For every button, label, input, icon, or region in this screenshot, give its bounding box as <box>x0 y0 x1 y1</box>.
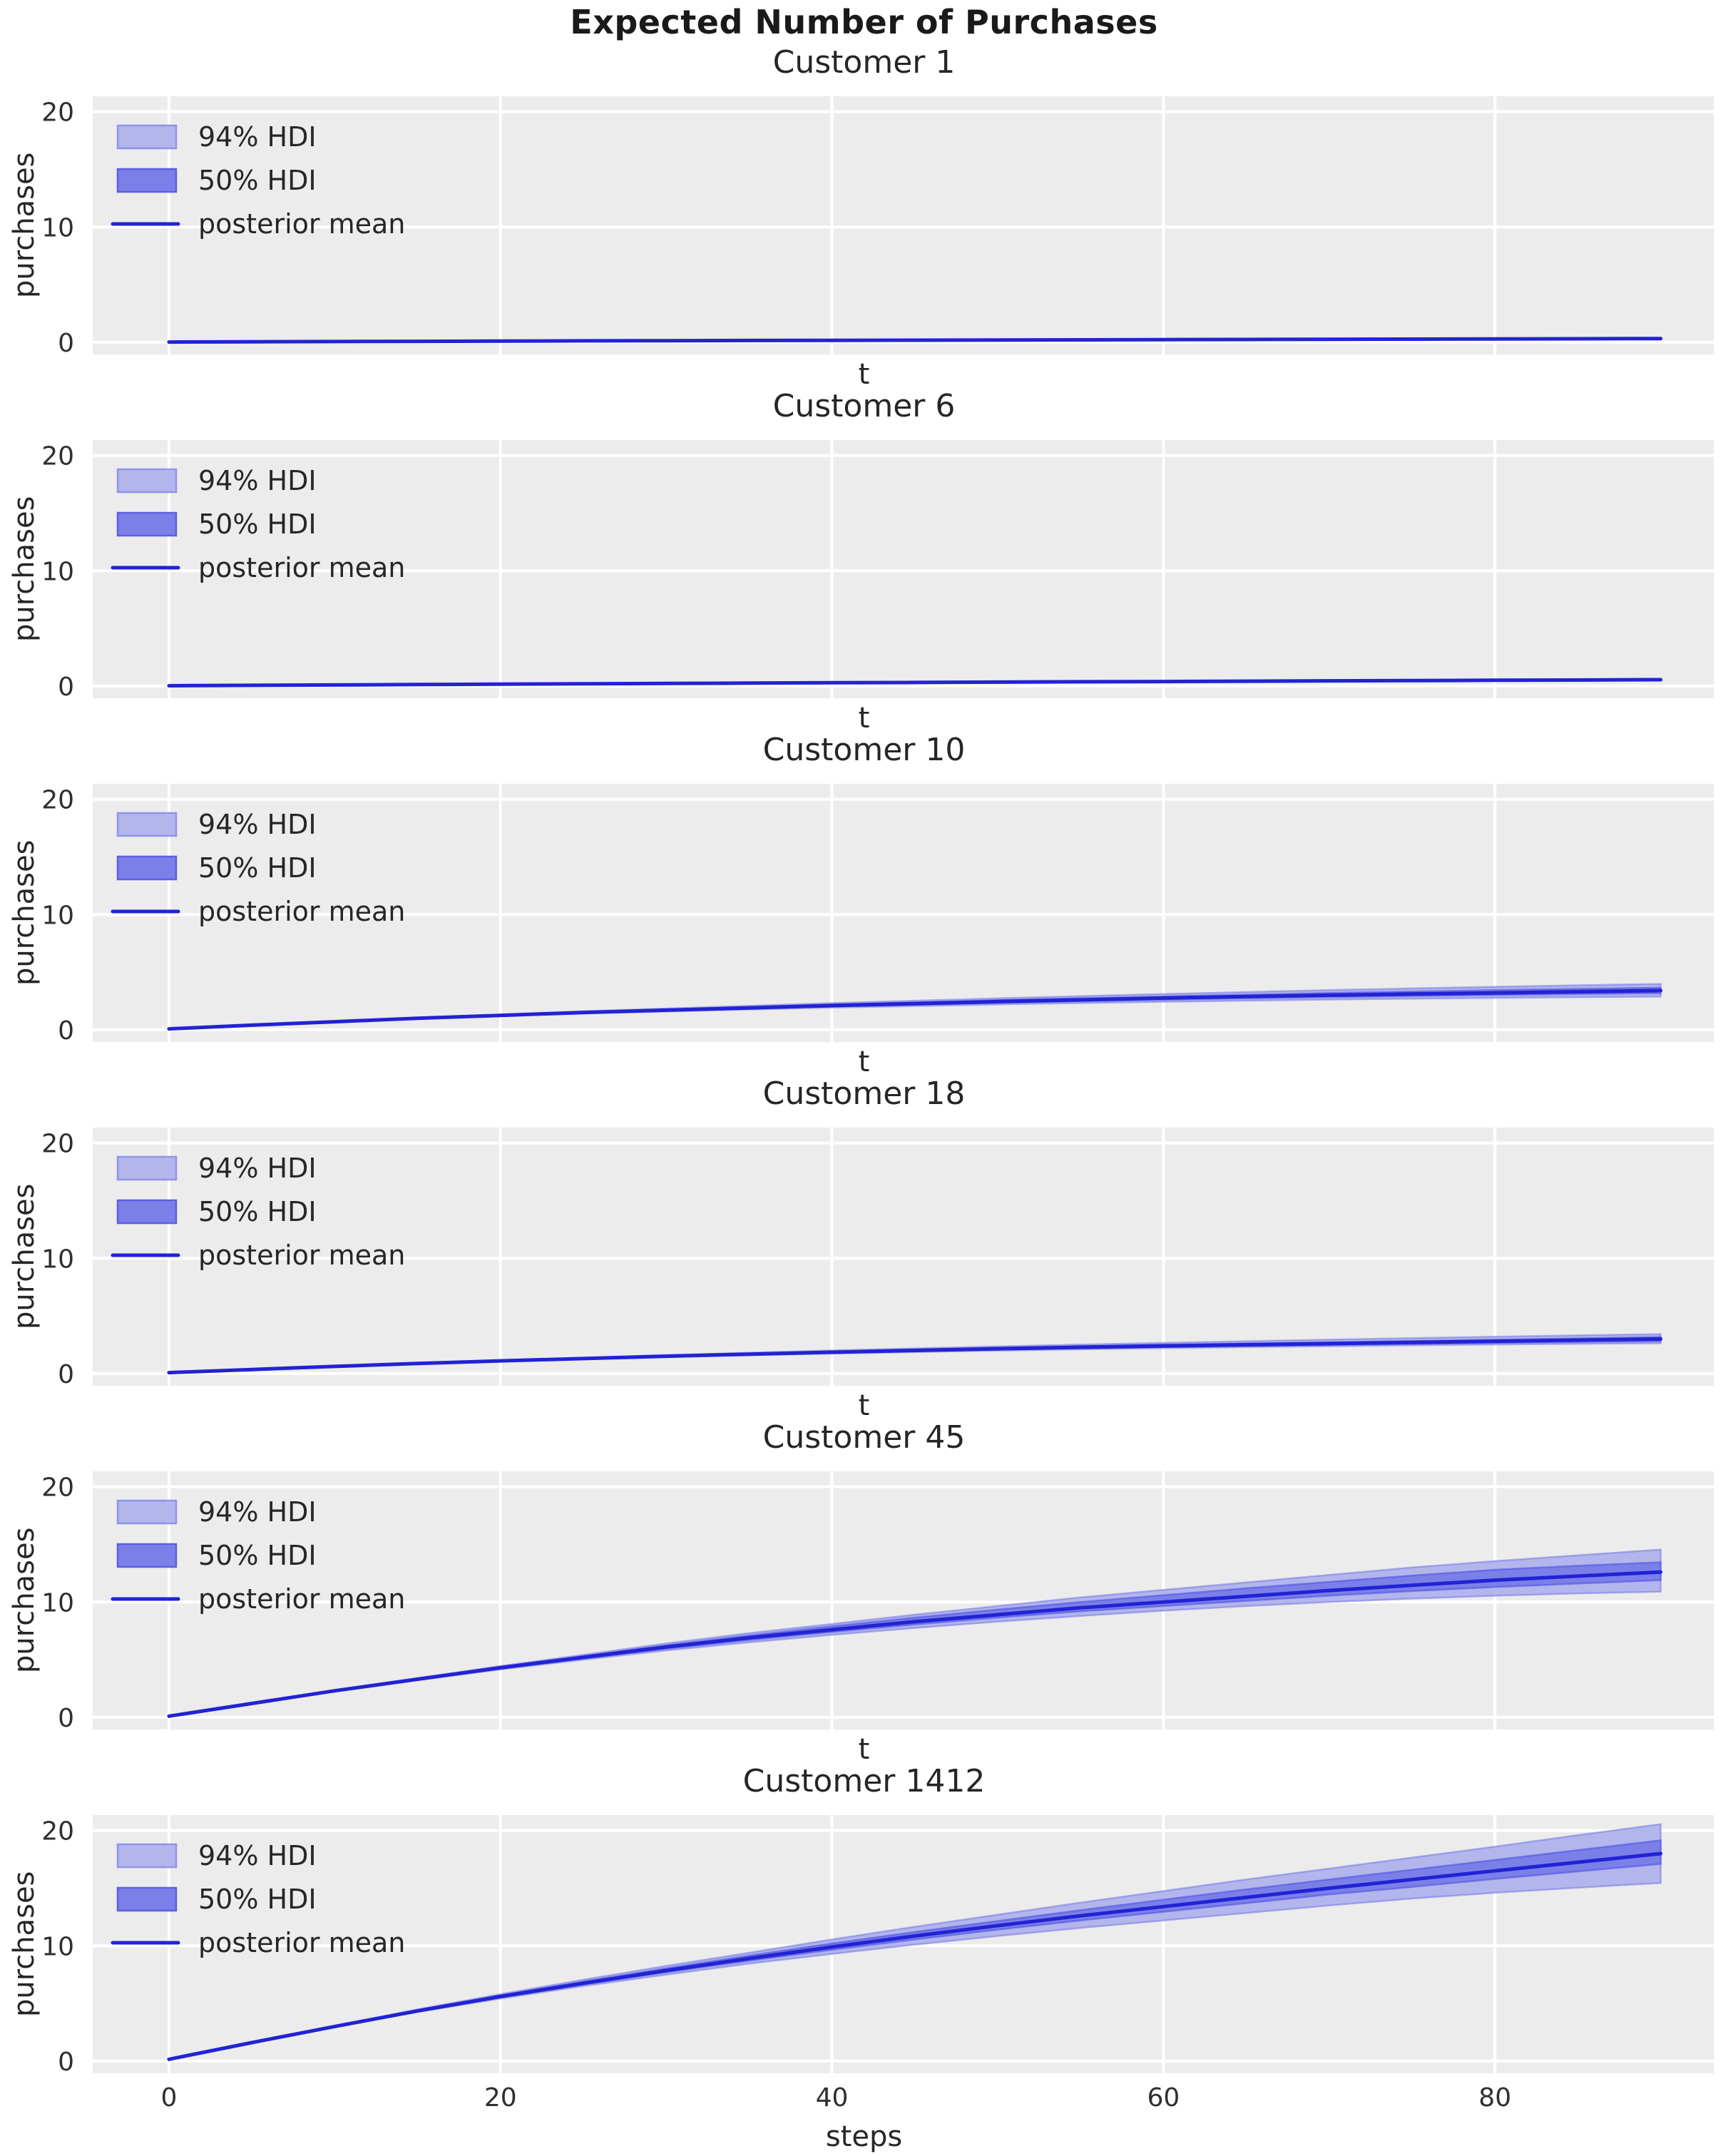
y-tick-label: 20 <box>41 786 74 815</box>
legend-label: posterior mean <box>198 896 405 927</box>
posterior-mean-line <box>167 1851 1663 2061</box>
x-axis-label: steps <box>825 2120 903 2153</box>
subplot-customer-45: Customer 45 purchases 0 10 20 94% HDI 50% HD… <box>0 1416 1728 1766</box>
posterior-mean-line <box>167 1570 1663 1718</box>
x-tick-label: 60 <box>1147 2083 1180 2112</box>
legend-hdi-50-swatch <box>116 1886 178 1912</box>
axes-customer-10: 0 10 20 94% HDI 50% HDI posterior mean <box>41 784 1714 1046</box>
y-tick-label: 20 <box>41 1817 74 1846</box>
subplot-customer-1: Customer 1 purchases 0 10 20 94% HDI 50% HDI… <box>0 41 1728 391</box>
plot-background <box>93 96 1714 354</box>
legend-label: 50% HDI <box>198 1884 317 1915</box>
legend-hdi-50-swatch <box>116 511 178 537</box>
legend-label: 94% HDI <box>198 465 317 496</box>
x-axis-label: t <box>858 1733 870 1766</box>
y-tick-label: 10 <box>41 1588 74 1618</box>
figure-title: Expected Number of Purchases <box>570 3 1158 41</box>
legend-label: 50% HDI <box>198 165 317 196</box>
y-tick-label: 20 <box>41 98 74 128</box>
y-tick-label: 0 <box>58 1016 74 1046</box>
y-tick-label: 10 <box>41 1245 74 1274</box>
subplot-title: Customer 6 <box>772 388 956 424</box>
legend-hdi-94-swatch <box>116 1843 178 1869</box>
posterior-mean-line <box>167 337 1663 344</box>
x-tick-label: 0 <box>160 2083 177 2112</box>
subplot-title: Customer 10 <box>762 732 966 768</box>
legend-hdi-94-swatch <box>116 468 178 494</box>
legend-label: 94% HDI <box>198 1840 317 1871</box>
legend-label: 50% HDI <box>198 1540 317 1571</box>
y-tick-label: 10 <box>41 213 74 242</box>
y-tick-label: 0 <box>58 329 74 358</box>
legend-hdi-94-swatch <box>116 1155 178 1181</box>
legend-label: 50% HDI <box>198 852 317 884</box>
legend-label: 50% HDI <box>198 1196 317 1227</box>
x-axis-label: t <box>858 1046 870 1078</box>
y-tick-label: 20 <box>41 1473 74 1503</box>
subplot-customer-1412: Customer 1412 purchases 0 10 20 0 20 40 60 80 94… <box>0 1760 1728 2156</box>
posterior-mean-line <box>167 1337 1663 1375</box>
y-tick-label: 20 <box>41 442 74 471</box>
legend-label: posterior mean <box>198 208 405 240</box>
y-tick-label: 10 <box>41 1932 74 1961</box>
legend-label: posterior mean <box>198 552 405 583</box>
x-tick-label: 80 <box>1478 2083 1511 2112</box>
axes-customer-45: 0 10 20 94% HDI 50% HDI posterior mean <box>41 1471 1714 1733</box>
legend-hdi-50-swatch <box>116 168 178 193</box>
legend-hdi-94-swatch <box>116 124 178 150</box>
axes-customer-1412: 0 10 20 0 20 40 60 80 94% HDI 50% HDI posterior me… <box>41 1815 1714 2112</box>
axes-customer-6: 0 10 20 94% HDI 50% HDI posterior mean <box>41 440 1714 702</box>
axes-customer-1: 0 10 20 94% HDI 50% HDI posterior mean <box>41 96 1714 358</box>
legend-label: 50% HDI <box>198 509 317 540</box>
subplot-customer-10: Customer 10 purchases 0 10 20 94% HDI 50% HD… <box>0 729 1728 1078</box>
y-tick-label: 0 <box>58 1360 74 1389</box>
x-axis-label: t <box>858 702 870 735</box>
subplot-title: Customer 1 <box>772 44 956 81</box>
legend-label: 94% HDI <box>198 1153 317 1184</box>
legend-hdi-94-swatch <box>116 1499 178 1525</box>
x-axis-label: t <box>858 358 870 391</box>
legend-hdi-50-swatch <box>116 855 178 881</box>
y-tick-label: 0 <box>58 2048 74 2077</box>
posterior-mean-line <box>167 988 1663 1031</box>
legend-label: 94% HDI <box>198 809 317 840</box>
legend-label: 94% HDI <box>198 121 317 153</box>
legend-hdi-50-swatch <box>116 1543 178 1568</box>
y-tick-label: 20 <box>41 1130 74 1159</box>
legend-hdi-94-swatch <box>116 812 178 837</box>
posterior-mean-line <box>167 678 1663 688</box>
subplot-customer-6: Customer 6 purchases 0 10 20 94% HDI 50% HDI… <box>0 385 1728 735</box>
x-tick-label: 40 <box>816 2083 849 2112</box>
legend-label: posterior mean <box>198 1583 405 1615</box>
subplot-title: Customer 45 <box>762 1419 966 1456</box>
legend-hdi-50-swatch <box>116 1199 178 1225</box>
y-tick-label: 10 <box>41 557 74 586</box>
y-tick-label: 10 <box>41 901 74 930</box>
legend-label: posterior mean <box>198 1927 405 1958</box>
axes-customer-18: 0 10 20 94% HDI 50% HDI posterior mean <box>41 1128 1714 1389</box>
legend-label: posterior mean <box>198 1240 405 1271</box>
y-tick-label: 0 <box>58 673 74 702</box>
legend-label: 94% HDI <box>198 1496 317 1528</box>
subplot-title: Customer 18 <box>762 1076 966 1112</box>
x-tick-label: 20 <box>484 2083 517 2112</box>
subplot-title: Customer 1412 <box>742 1763 986 1799</box>
y-tick-label: 0 <box>58 1704 74 1733</box>
x-axis-label: t <box>858 1389 870 1422</box>
subplot-customer-18: Customer 18 purchases 0 10 20 94% HDI 50% HD… <box>0 1073 1728 1422</box>
plot-background <box>93 440 1714 698</box>
